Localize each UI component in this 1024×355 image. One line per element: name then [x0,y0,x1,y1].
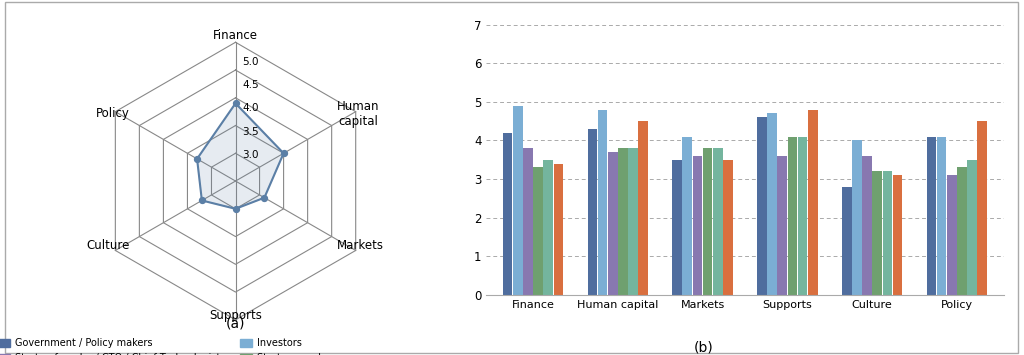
Bar [723,160,733,295]
Bar [503,133,512,295]
Text: 5.0: 5.0 [242,57,259,67]
Bar [692,156,702,295]
Point [227,100,244,106]
Bar [937,137,946,295]
Bar [608,152,617,295]
Bar [588,129,597,295]
Bar [702,148,713,295]
Bar [598,110,607,295]
Text: 4.5: 4.5 [242,80,259,90]
Bar [673,160,682,295]
Bar [713,148,723,295]
Text: Supports: Supports [209,309,262,322]
Bar [862,156,871,295]
Text: Policy: Policy [96,107,130,120]
Bar [544,160,553,295]
Bar [893,175,902,295]
Legend: Government / Policy makers, Startup founder / CTO / Chief Technologist, Educator: Government / Policy makers, Startup foun… [0,334,458,355]
Text: Culture: Culture [87,239,130,252]
Bar [978,121,987,295]
Point [194,198,210,203]
Bar [872,171,882,295]
Text: 3.5: 3.5 [242,127,259,137]
Bar [777,156,787,295]
Point [188,156,205,162]
Bar [554,164,563,295]
Polygon shape [197,103,284,209]
Bar [513,106,522,295]
Text: Finance: Finance [213,29,258,42]
Bar [638,121,648,295]
Text: 3.0: 3.0 [242,150,259,160]
Text: Human
capital: Human capital [337,100,380,128]
Text: (b): (b) [693,340,714,354]
Bar [787,137,798,295]
Bar [629,148,638,295]
Text: (a): (a) [225,317,246,331]
Bar [947,175,956,295]
Point [256,195,272,201]
Bar [534,168,543,295]
Bar [757,118,767,295]
Text: 4.0: 4.0 [242,103,259,113]
Bar [852,141,861,295]
Bar [798,137,808,295]
Bar [767,114,777,295]
Bar [927,137,936,295]
Bar [682,137,692,295]
Bar [523,148,532,295]
Point [275,151,292,156]
Text: Markets: Markets [337,239,384,252]
Bar [842,187,852,295]
Bar [957,168,967,295]
Bar [618,148,628,295]
Point [227,206,244,212]
Bar [968,160,977,295]
Bar [808,110,817,295]
Bar [883,171,892,295]
